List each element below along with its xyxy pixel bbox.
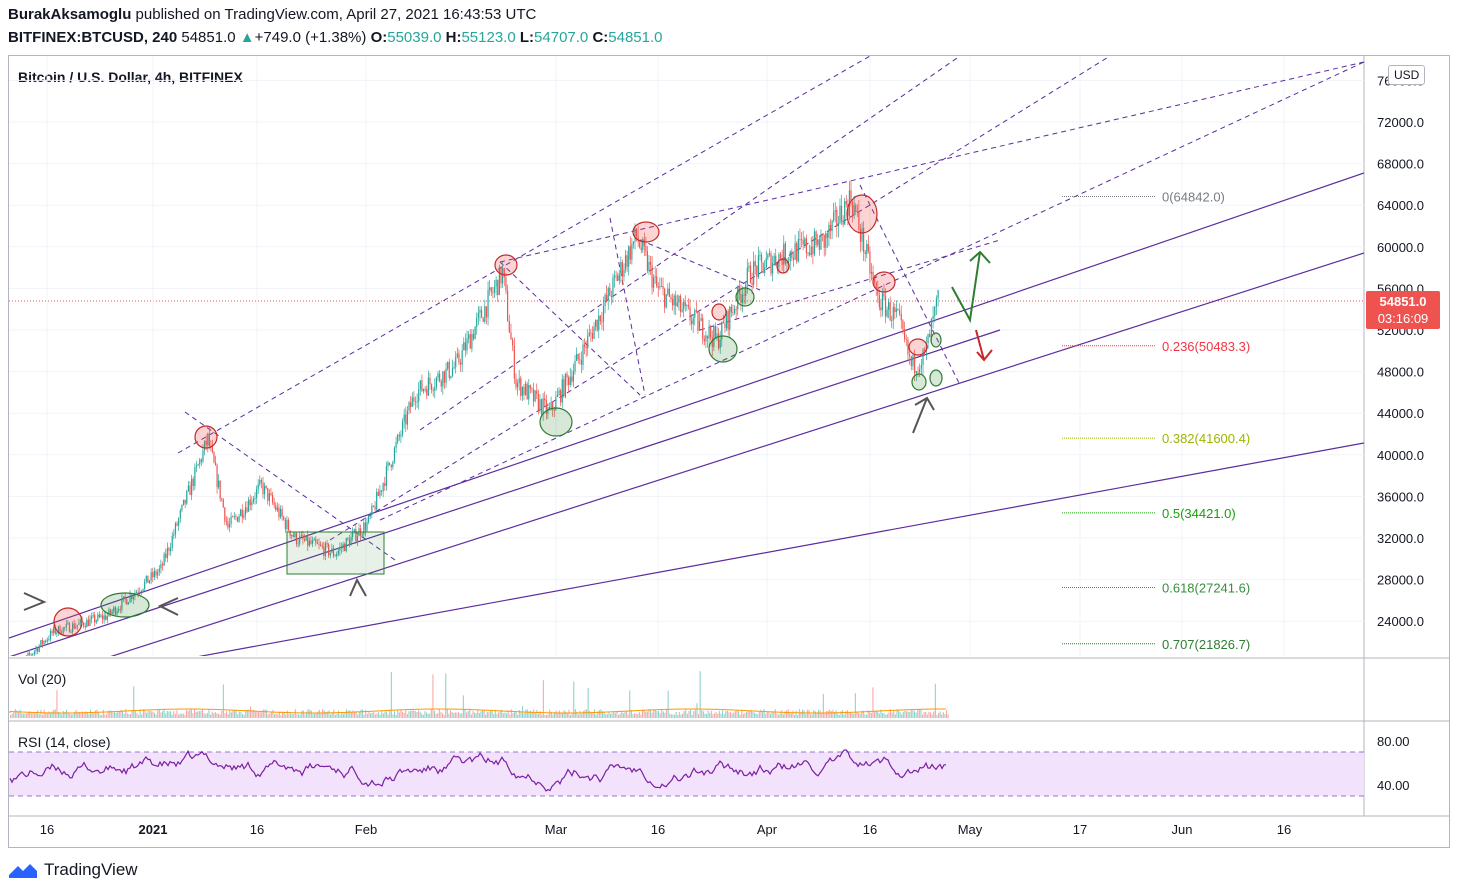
low-label: L:	[519, 29, 535, 46]
symbol: BITFINEX:BTCUSD	[8, 29, 144, 46]
open-label: O:	[370, 29, 388, 46]
tradingview-logo-icon	[9, 864, 37, 878]
change-value: +749.0 (+1.38%)	[254, 29, 367, 46]
tradingview-footer[interactable]: TradingView	[8, 860, 138, 880]
low-value: 54707.0	[534, 29, 589, 46]
interval: 240	[152, 29, 178, 46]
publish-info: BurakAksamoglu published on TradingView.…	[8, 6, 536, 23]
high-label: H:	[445, 29, 462, 46]
open-value: 55039.0	[387, 29, 442, 46]
chart-frame	[8, 55, 1450, 848]
author-name[interactable]: BurakAksamoglu	[8, 6, 132, 23]
close-value: 54851.0	[608, 29, 663, 46]
footer-brand: TradingView	[44, 860, 138, 879]
currency-badge[interactable]: USD	[1388, 65, 1426, 85]
symbol-info: BITFINEX:BTCUSD, 240 54851.0 ▲+749.0 (+1…	[8, 29, 663, 46]
last-price: 54851.0	[181, 29, 236, 46]
up-arrow-icon: ▲	[239, 29, 255, 46]
close-label: C:	[592, 29, 609, 46]
high-value: 55123.0	[461, 29, 516, 46]
publish-text: published on TradingView.com, April 27, …	[135, 6, 537, 23]
